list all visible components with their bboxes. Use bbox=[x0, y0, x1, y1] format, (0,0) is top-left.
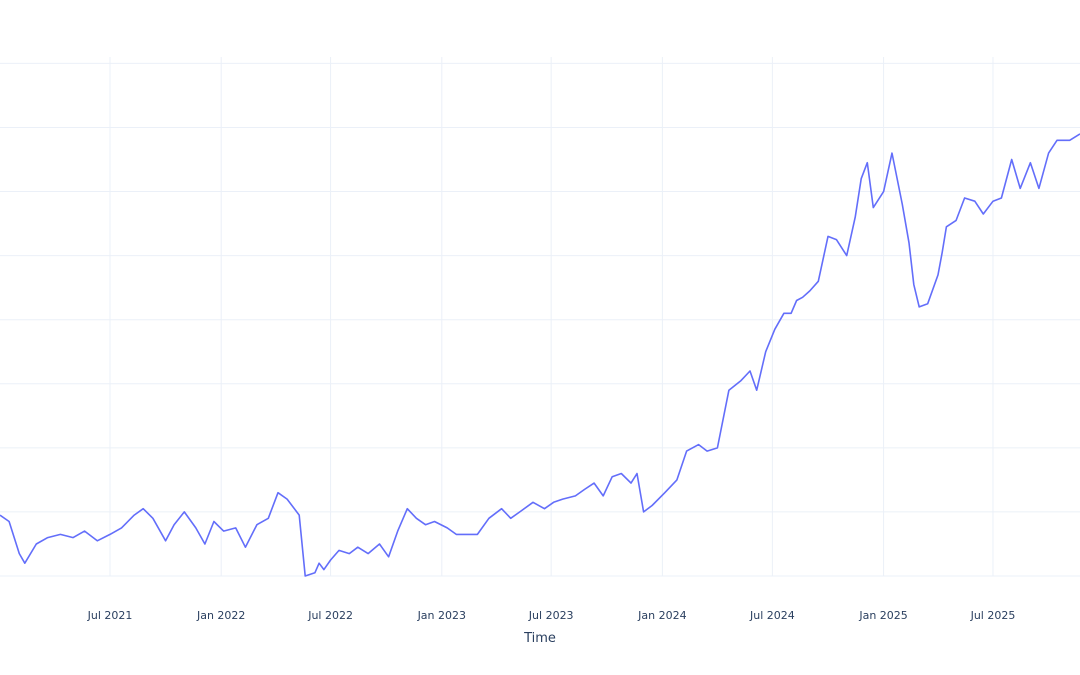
series-layer bbox=[0, 133, 1080, 577]
x-tick-label: Jul 2024 bbox=[749, 609, 795, 622]
x-axis-title: Time bbox=[523, 631, 556, 646]
x-tick-label: Jul 2023 bbox=[528, 609, 574, 622]
x-tick-label: Jan 2024 bbox=[637, 609, 686, 622]
x-gridlines bbox=[109, 57, 994, 576]
x-tick-label: Jul 2021 bbox=[87, 609, 133, 622]
series-line bbox=[0, 133, 1080, 577]
x-tick-label: Jan 2023 bbox=[417, 609, 466, 622]
x-tick-label: Jan 2022 bbox=[196, 609, 245, 622]
x-tick-label: Jan 2025 bbox=[858, 609, 907, 622]
y-gridlines bbox=[0, 62, 1080, 577]
x-tick-label: Jul 2022 bbox=[307, 609, 353, 622]
x-tick-label: Jul 2025 bbox=[970, 609, 1016, 622]
x-axis-ticks: Jul 2021 Jan 2022 Jul 2022 Jan 2023 Jul 2023… bbox=[87, 609, 1016, 622]
